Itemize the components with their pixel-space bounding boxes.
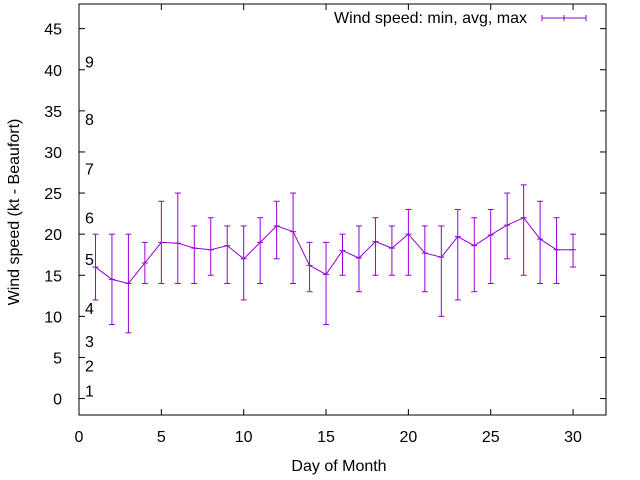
legend-key	[541, 15, 587, 21]
beaufort-label: 8	[85, 112, 94, 129]
beaufort-label: 2	[85, 359, 94, 376]
beaufort-label: 9	[85, 55, 94, 72]
x-axis-ticks: 0 5 10 15 20 25 30	[75, 4, 582, 446]
y-tick-label: 25	[44, 186, 62, 203]
x-tick-label: 20	[399, 429, 417, 446]
x-tick-label: 0	[75, 429, 84, 446]
beaufort-label: 7	[85, 161, 94, 178]
y-tick-label: 20	[44, 227, 62, 244]
legend: Wind speed: min, avg, max	[334, 10, 587, 27]
x-tick-label: 5	[157, 429, 166, 446]
plot-frame	[78, 3, 607, 416]
y-axis-title: Wind speed (kt - Beaufort)	[6, 119, 23, 306]
beaufort-label: 3	[85, 334, 94, 351]
y-tick-label: 45	[44, 22, 62, 39]
beaufort-label: 4	[85, 301, 94, 318]
legend-label: Wind speed: min, avg, max	[334, 10, 527, 27]
y-tick-label: 10	[44, 309, 62, 326]
beaufort-label: 5	[85, 252, 94, 269]
y-tick-label: 15	[44, 268, 62, 285]
y-tick-label: 5	[53, 350, 62, 367]
y-tick-label: 35	[44, 104, 62, 121]
x-tick-label: 10	[235, 429, 253, 446]
y-tick-label: 40	[44, 63, 62, 80]
plot-marks	[92, 184, 577, 334]
x-tick-label: 30	[564, 429, 582, 446]
beaufort-label: 6	[85, 211, 94, 228]
x-tick-label: 15	[317, 429, 335, 446]
y-tick-label: 0	[53, 392, 62, 409]
beaufort-labels: 1 2 3 4 5 6 7 8 9	[85, 55, 94, 401]
x-tick-label: 25	[482, 429, 500, 446]
y-tick-label: 30	[44, 145, 62, 162]
beaufort-label: 1	[85, 383, 94, 400]
x-axis-title: Day of Month	[291, 458, 386, 475]
